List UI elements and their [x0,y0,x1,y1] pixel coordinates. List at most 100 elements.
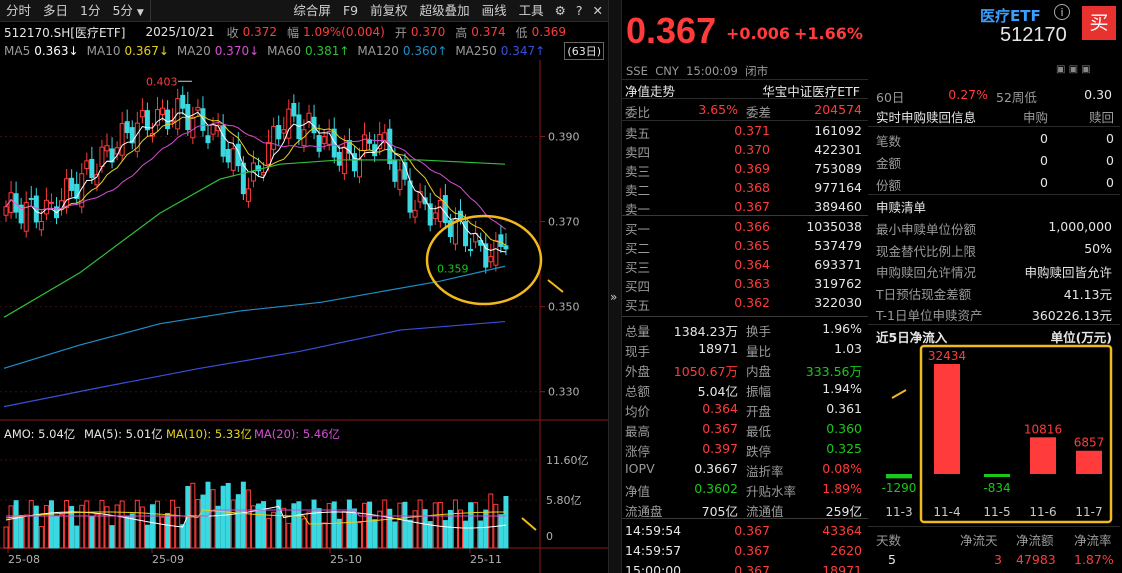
buy-button[interactable]: 买 [1082,6,1116,40]
stat-label: 跌停 [746,444,772,459]
tab-1min[interactable]: 1分 [80,2,101,18]
gear-icon[interactable]: ⚙ [554,2,566,18]
volume-bar [503,496,509,549]
volume-bar [367,501,373,549]
candle-body [225,149,231,163]
stat-label: 量比 [746,344,772,359]
help-icon[interactable]: ? [575,2,583,18]
bid-level: 买四 [625,279,651,294]
bid-row[interactable]: 买四 0.363 319762 [622,275,868,294]
ask-volume: 977164 [814,180,862,195]
kline-chart[interactable]: 0.390 0.370 0.350 0.330 25-08 25-09 25-10 25-11… [0,60,608,573]
stats-row: 均价 0.364 开盘 0.361 [622,400,868,419]
candle-body [407,180,413,213]
ask-row[interactable]: 卖二 0.368 977164 [622,179,868,198]
volume-bar [306,511,312,549]
candle-body [367,139,373,144]
list-row-value: 50% [1084,240,1112,256]
candle-body [245,188,251,202]
range-selector[interactable]: (63日) [564,42,604,60]
bid-row[interactable]: 买五 0.362 322030 [622,294,868,313]
index-value: 华宝中证医疗ETF [762,84,860,99]
stat-value: 0.397 [702,441,738,456]
button-composite[interactable]: 综合屏 [293,2,331,18]
volume-bar [48,500,54,549]
bid-row[interactable]: 买二 0.365 537479 [622,237,868,256]
list-title: 申赎清单 [876,200,927,215]
flow-title: 近5日净流入 [876,330,948,345]
candle-body [220,125,226,157]
stat-label: 流通盘 [625,504,663,519]
candle-body [13,193,19,213]
ask-row[interactable]: 卖五 0.371 161092 [622,122,868,141]
tab-multiday[interactable]: 多日 [43,2,69,18]
button-f9[interactable]: F9 [342,2,359,18]
candles [3,86,509,274]
flow-bar [934,364,960,474]
bid-row[interactable]: 买一 0.366 1035038 [622,218,868,237]
candle-body [69,177,75,191]
candle-body [316,135,322,152]
ma10-value: 0.367↓ [124,44,169,58]
candle-body [38,221,44,231]
purchase-row: 金额 0 0 [868,150,1120,172]
ma120-value: 0.360↑ [402,44,448,58]
ask-level: 卖一 [625,202,651,217]
ma60-line [3,159,506,318]
summary-flow-amount: 47983 [1016,552,1056,567]
bid-row[interactable]: 买三 0.364 693371 [622,256,868,275]
stat-label: 总量 [625,324,651,339]
volume-bar [336,518,342,549]
flow-date-label: 11-5 [983,505,1010,519]
button-adjust[interactable]: 前复权 [370,2,408,18]
stat-label: 外盘 [625,364,651,379]
candle-body [165,109,171,130]
flow-bar-label: -834 [983,481,1010,495]
flow-unit: 单位(万元) [1050,330,1112,345]
tab-5min[interactable]: 5分 ▼ [106,0,151,22]
button-draw[interactable]: 画线 [481,2,507,18]
stat-label: 内盘 [746,364,772,379]
volume-bar [3,526,9,549]
change-value: 1.09%(0.004) [303,25,385,39]
week52-label: 52周低 [996,90,1037,105]
candle-body [437,199,443,222]
list-row-label: T日预估现金差额 [876,286,972,302]
tab-timeshare[interactable]: 分时 [6,2,32,18]
volume-bar [94,513,100,549]
candle-body [498,234,504,247]
stat-label: 净值 [625,484,651,499]
ask-row[interactable]: 卖一 0.367 389460 [622,198,868,217]
info-icon[interactable]: i [1054,4,1070,20]
bid-price: 0.362 [734,295,770,310]
candle-body [452,218,458,245]
flow-bar [1076,450,1102,474]
volume-bar [417,499,423,549]
candle-body [266,141,272,165]
button-tools[interactable]: 工具 [518,2,544,18]
tab-5min-label: 5分 [112,2,133,18]
panel-divider[interactable]: » [608,0,622,573]
double-chevron-right-icon[interactable]: » [610,290,618,304]
flow-date-label: 11-4 [933,505,960,519]
stats-row: 净值 0.3602 升贴水率 1.89% [622,480,868,499]
ask-row[interactable]: 卖四 0.370 422301 [622,141,868,160]
high-annotation: 0.403 [146,75,178,88]
volume-bar [240,481,246,549]
close-icon[interactable]: ✕ [592,2,603,18]
tick-price: 0.367 [734,563,770,573]
high-value: 0.374 [471,25,506,39]
chart-toolbar: 分时 多日 1分 5分 ▼ 综合屏 F9 前复权 超级叠加 画线 工具 ⚙ ? … [0,0,608,22]
volume-bar [377,510,383,549]
flow-title-row: 近5日净流入 单位(万元) [868,324,1120,346]
stat-label: 涨停 [625,444,651,459]
mini-icons[interactable]: ▣ ▣ ▣ [1056,64,1091,75]
volume-bar [372,519,378,549]
divider [622,316,868,317]
stat-label: 升贴水率 [746,484,797,499]
volume-bar [473,502,479,549]
button-overlay[interactable]: 超级叠加 [419,2,470,18]
ask-row[interactable]: 卖三 0.369 753089 [622,160,868,179]
candle-body [48,201,54,204]
ask-price: 0.368 [734,180,770,195]
